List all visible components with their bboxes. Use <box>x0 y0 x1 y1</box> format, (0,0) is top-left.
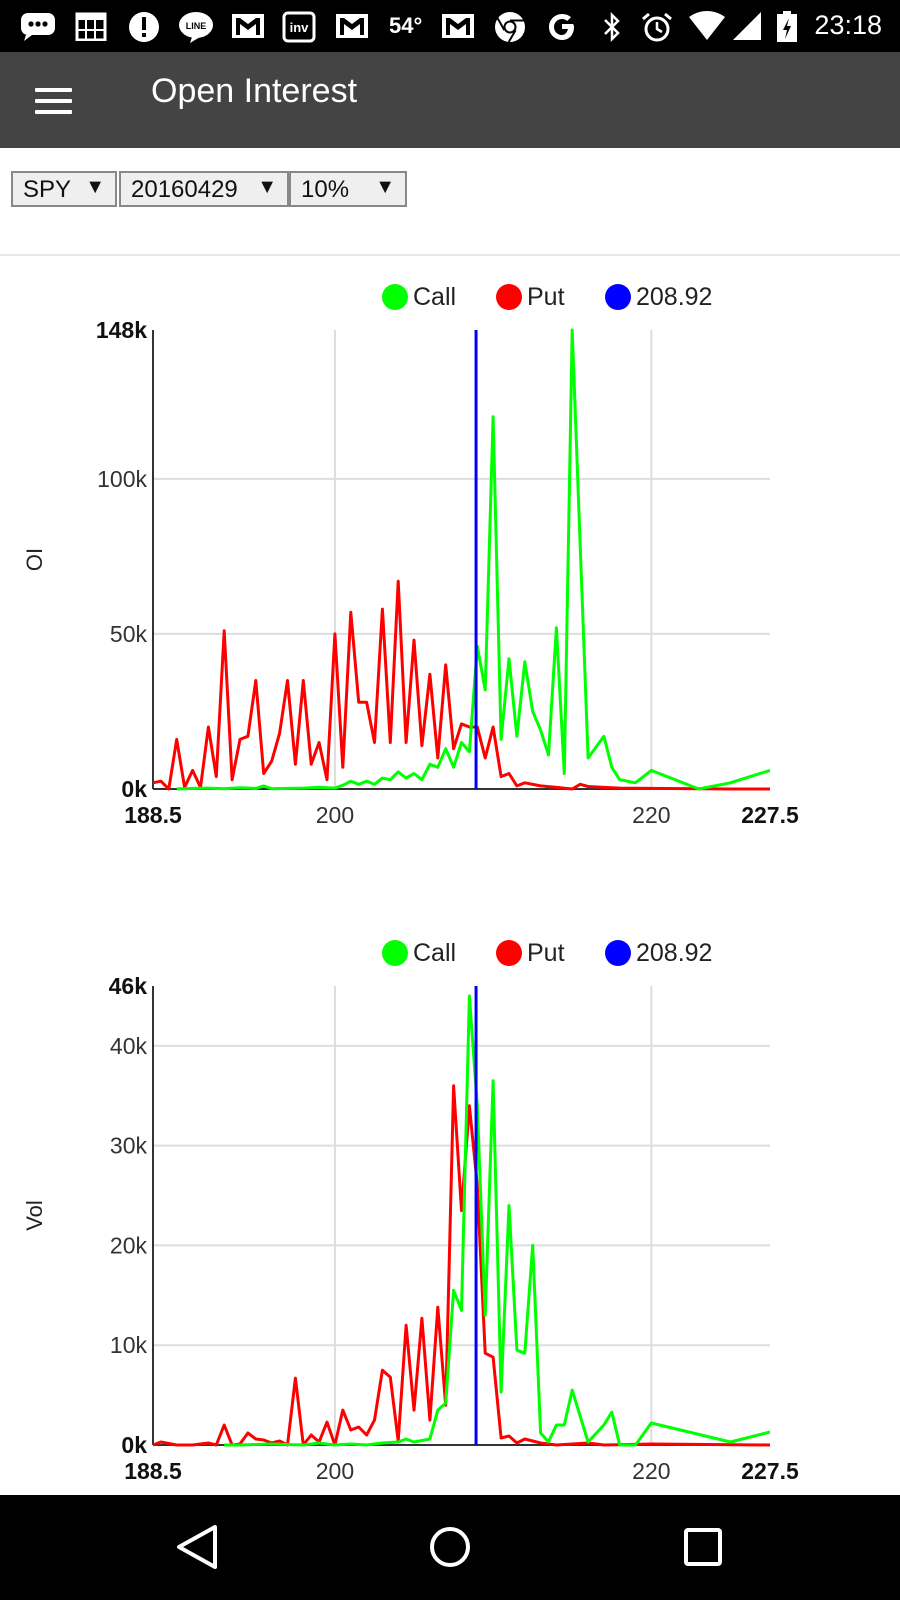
bluetooth-icon <box>604 11 620 43</box>
chevron-down-icon: ▼ <box>85 176 105 198</box>
legend-marker <box>605 940 631 966</box>
x-tick-label: 188.5 <box>124 1458 182 1484</box>
investing-icon: inv <box>282 11 316 43</box>
x-tick-label: 200 <box>316 802 354 828</box>
menu-icon <box>35 99 72 103</box>
legend-label: Call <box>413 283 456 311</box>
y-tick-label: 50k <box>110 621 148 647</box>
recents-icon[interactable] <box>663 1517 743 1577</box>
chrome-icon <box>495 12 525 43</box>
divider <box>0 254 900 256</box>
clock-time: 23:18 <box>814 10 882 40</box>
wifi-icon <box>689 11 725 40</box>
alarm-icon <box>642 12 672 42</box>
legend-label: 208.92 <box>636 283 712 311</box>
menu-icon <box>35 88 72 92</box>
expiry-select[interactable]: 20160429 ▼ <box>119 171 289 207</box>
range-select[interactable]: 10% ▼ <box>289 171 407 207</box>
open-interest-chart-svg: 0k 50k 100k 148k 188.5 200 220 227.5 OI Call Put 20… <box>22 283 799 828</box>
legend-marker <box>496 940 522 966</box>
status-bar: LINE inv 54° <box>0 0 900 52</box>
series-line-call <box>176 328 771 791</box>
y-tick-label: 148k <box>96 317 147 343</box>
series-line-put <box>152 1084 771 1447</box>
y-tick-label: 10k <box>110 1332 148 1358</box>
svg-text:inv: inv <box>290 20 310 35</box>
y-axis-label: Vol <box>22 1200 47 1231</box>
legend-label: 208.92 <box>636 939 712 967</box>
x-tick-label: 188.5 <box>124 802 182 828</box>
legend-label: Put <box>527 939 565 967</box>
y-tick-label: 20k <box>110 1232 148 1258</box>
svg-text:LINE: LINE <box>186 21 207 31</box>
y-axis-label: OI <box>22 548 47 571</box>
calendar-icon <box>75 12 107 41</box>
gmail-icon <box>442 14 474 38</box>
y-tick-label: 0k <box>121 776 147 802</box>
x-tick-label: 227.5 <box>741 802 799 828</box>
home-icon[interactable] <box>410 1517 490 1577</box>
legend-marker <box>605 284 631 310</box>
x-tick-label: 227.5 <box>741 1458 799 1484</box>
symbol-select[interactable]: SPY ▼ <box>11 171 117 207</box>
legend-label: Call <box>413 939 456 967</box>
menu-button[interactable] <box>26 80 82 124</box>
x-tick-label: 220 <box>632 802 670 828</box>
gmail-icon <box>336 14 368 38</box>
chevron-down-icon: ▼ <box>375 176 395 198</box>
gmail-icon <box>232 14 264 38</box>
volume-chart: 0k 10k 20k 30k 40k 46k 188.5 200 220 227.5 Vol Call… <box>0 926 900 1486</box>
signal-icon <box>733 12 761 40</box>
battery-icon <box>777 11 797 42</box>
y-tick-label: 46k <box>109 973 148 999</box>
messaging-icon <box>21 13 55 41</box>
legend-marker <box>382 284 408 310</box>
legend-marker <box>382 940 408 966</box>
series-line-call <box>224 994 771 1447</box>
y-tick-label: 0k <box>121 1432 147 1458</box>
range-select-value: 10% <box>301 176 350 203</box>
legend-label: Put <box>527 283 565 311</box>
series-line-put <box>152 579 770 791</box>
y-tick-label: 30k <box>110 1133 148 1159</box>
temperature-text: 54° <box>389 13 423 38</box>
page-title: Open Interest <box>151 72 358 110</box>
expiry-select-value: 20160429 <box>131 176 238 203</box>
volume-chart-svg: 0k 10k 20k 30k 40k 46k 188.5 200 220 227.5 Vol Call… <box>22 939 799 1484</box>
y-tick-label: 100k <box>97 466 147 492</box>
chevron-down-icon: ▼ <box>257 176 277 198</box>
alert-icon <box>129 12 159 42</box>
navigation-bar <box>0 1495 900 1600</box>
y-tick-label: 40k <box>110 1033 148 1059</box>
x-tick-label: 200 <box>316 1458 354 1484</box>
google-icon <box>549 14 574 40</box>
line-icon: LINE <box>179 12 213 43</box>
back-icon[interactable] <box>157 1517 237 1577</box>
menu-icon <box>35 110 72 114</box>
app-bar: Open Interest <box>0 52 900 148</box>
x-tick-label: 220 <box>632 1458 670 1484</box>
legend-marker <box>496 284 522 310</box>
open-interest-chart: 0k 50k 100k 148k 188.5 200 220 227.5 OI Call Put 20… <box>0 270 900 830</box>
symbol-select-value: SPY <box>23 176 72 203</box>
